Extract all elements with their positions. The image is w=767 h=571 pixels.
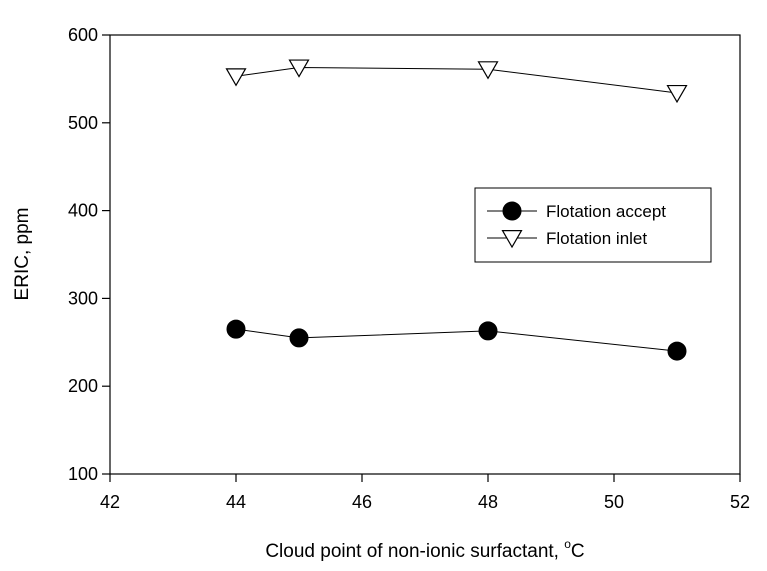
x-axis-title-main: Cloud point of non-ionic surfactant, <box>265 541 564 562</box>
y-tick-label: 300 <box>68 288 98 308</box>
axes: 42 44 46 48 50 52 100 200 300 400 500 600 <box>68 25 750 512</box>
y-tick-label: 200 <box>68 376 98 396</box>
x-axis-title-unit: C <box>571 541 585 562</box>
x-tick-label: 52 <box>730 492 750 512</box>
data-point <box>289 328 309 348</box>
legend-box <box>474 187 712 263</box>
series-line <box>235 328 678 352</box>
legend-item: Flotation accept <box>487 201 666 221</box>
y-tick-label: 500 <box>68 113 98 133</box>
plot-frame <box>109 34 741 475</box>
data-point <box>288 59 310 78</box>
x-tick-label: 50 <box>604 492 624 512</box>
series-1 <box>226 319 687 361</box>
data-point <box>477 61 499 80</box>
data-point <box>666 84 688 104</box>
series-line <box>235 66 678 94</box>
series-2 <box>225 59 688 104</box>
x-axis-title: Cloud point of non-ionic surfactant, oC <box>265 537 584 562</box>
data-point <box>478 321 498 341</box>
data-point <box>225 68 247 87</box>
legend-label: Flotation accept <box>546 202 666 221</box>
legend: Flotation accept Flotation inlet <box>474 187 712 263</box>
data-point <box>667 341 687 361</box>
series-layer <box>225 59 688 361</box>
y-tick-label: 400 <box>68 201 98 221</box>
x-tick-label: 46 <box>352 492 372 512</box>
x-tick-label: 44 <box>226 492 246 512</box>
legend-marker <box>502 201 522 221</box>
legend-label: Flotation inlet <box>546 229 647 248</box>
y-axis-title: ERIC, ppm <box>12 208 33 301</box>
data-point <box>226 319 246 339</box>
y-tick-label: 100 <box>68 464 98 484</box>
legend-item: Flotation inlet <box>487 229 647 249</box>
x-axis-title-superscript: o <box>564 537 571 551</box>
y-tick-label: 600 <box>68 25 98 45</box>
x-tick-label: 42 <box>100 492 120 512</box>
legend-marker <box>501 229 523 249</box>
x-tick-label: 48 <box>478 492 498 512</box>
